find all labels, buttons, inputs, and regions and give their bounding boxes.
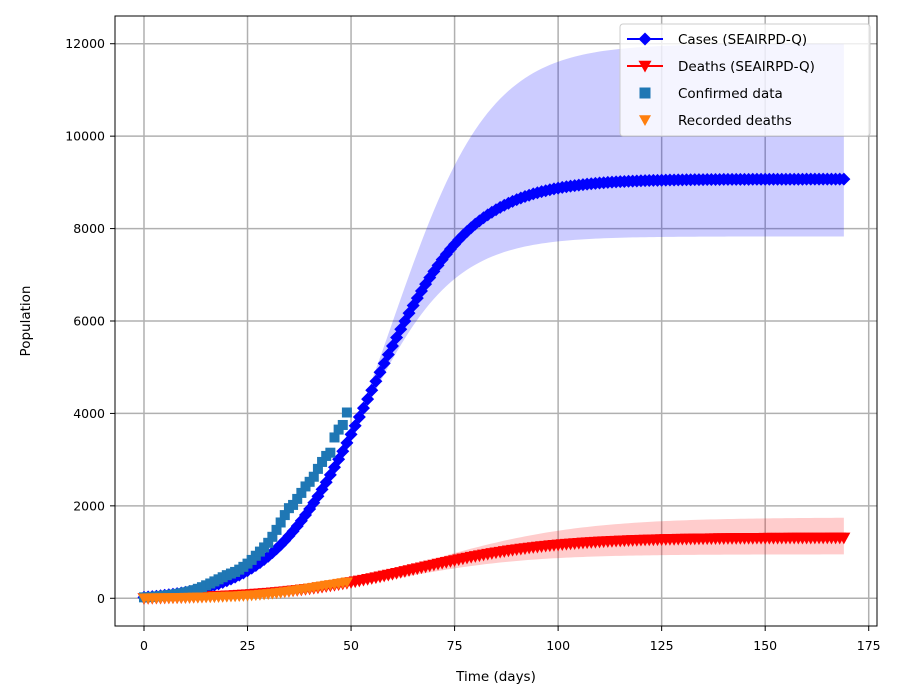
legend-item: Recorded deaths bbox=[639, 113, 792, 129]
y-tick-label: 12000 bbox=[65, 36, 105, 51]
data-point bbox=[317, 456, 328, 467]
data-point bbox=[267, 531, 278, 542]
y-tick-label: 2000 bbox=[73, 498, 105, 513]
y-axis-ticks: 0 2000 4000 6000 8000 10000 12000 bbox=[65, 36, 115, 606]
x-tick-label: 100 bbox=[546, 638, 570, 653]
data-point bbox=[296, 487, 307, 498]
data-point bbox=[337, 419, 348, 430]
legend: Cases (SEAIRPD-Q) Deaths (SEAIRPD-Q) Confi… bbox=[619, 23, 871, 137]
data-point bbox=[312, 463, 323, 474]
y-axis-label: Population bbox=[18, 286, 34, 357]
data-point bbox=[275, 517, 286, 528]
x-tick-label: 175 bbox=[857, 638, 881, 653]
y-tick-label: 0 bbox=[97, 591, 105, 606]
y-tick-label: 8000 bbox=[73, 221, 105, 236]
legend-label: Recorded deaths bbox=[678, 113, 792, 129]
legend-item: Cases (SEAIRPD-Q) bbox=[627, 32, 807, 48]
x-axis-label: Time (days) bbox=[455, 669, 536, 685]
data-point bbox=[365, 383, 379, 397]
data-point bbox=[304, 476, 315, 487]
data-point bbox=[308, 471, 319, 482]
legend-marker bbox=[639, 115, 651, 126]
x-tick-label: 25 bbox=[240, 638, 256, 653]
data-point bbox=[340, 577, 353, 589]
x-tick-label: 125 bbox=[650, 638, 674, 653]
data-point bbox=[837, 172, 851, 186]
data-point bbox=[352, 410, 366, 424]
y-tick-label: 6000 bbox=[73, 314, 105, 329]
data-point bbox=[288, 499, 299, 510]
series bbox=[137, 172, 851, 605]
legend-label: Confirmed data bbox=[678, 86, 783, 102]
x-axis-ticks: 0 25 50 75 100 125 150 175 bbox=[140, 626, 881, 653]
data-point bbox=[837, 532, 851, 545]
legend-marker bbox=[638, 60, 652, 73]
data-point bbox=[356, 401, 370, 415]
legend-item: Deaths (SEAIRPD-Q) bbox=[627, 59, 815, 75]
x-tick-label: 75 bbox=[447, 638, 463, 653]
data-point bbox=[292, 493, 303, 504]
data-point bbox=[271, 524, 282, 535]
data-point bbox=[329, 432, 340, 443]
data-point bbox=[279, 510, 290, 521]
data-point bbox=[325, 447, 336, 458]
x-tick-label: 50 bbox=[343, 638, 359, 653]
y-tick-label: 4000 bbox=[73, 406, 105, 421]
data-point bbox=[369, 374, 383, 388]
y-tick-label: 10000 bbox=[65, 129, 105, 144]
x-tick-label: 0 bbox=[140, 638, 148, 653]
data-point bbox=[263, 537, 274, 548]
series-recorded-deaths bbox=[137, 577, 353, 605]
x-tick-label: 150 bbox=[753, 638, 777, 653]
legend-item: Confirmed data bbox=[639, 86, 783, 102]
legend-label: Cases (SEAIRPD-Q) bbox=[678, 32, 807, 48]
data-point bbox=[341, 407, 352, 418]
data-point bbox=[361, 392, 375, 406]
data-point bbox=[373, 365, 387, 379]
legend-marker bbox=[638, 32, 652, 46]
legend-box bbox=[619, 23, 871, 137]
legend-marker bbox=[639, 87, 651, 99]
legend-label: Deaths (SEAIRPD-Q) bbox=[678, 59, 815, 75]
data-point bbox=[435, 253, 449, 267]
